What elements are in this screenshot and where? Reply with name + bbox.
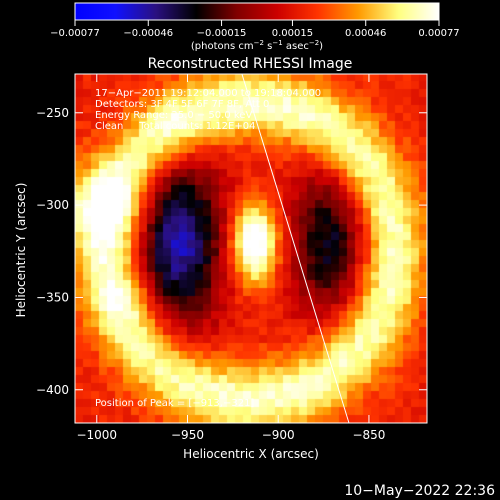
info-line-detectors: Detectors: 3F 4F 5F 6F 7F 8F, Att 0: [95, 99, 269, 110]
x-axis-label: Heliocentric X (arcsec): [183, 447, 319, 461]
x-tick-label: −1000: [76, 428, 117, 442]
x-tick-label: −850: [352, 428, 385, 442]
plot-frame: [74, 73, 428, 424]
info-line-energy: Energy Range: 25.0 − 50.0 keV: [95, 110, 252, 121]
colorbar-tick-label: 0.00077: [418, 28, 459, 39]
colorbar-ticks: −0.00077 −0.00046 −0.00015 0.00015 0.00046 0.…: [50, 20, 460, 39]
colorbar-tick-label: 0.00046: [345, 28, 386, 39]
axis-ticks: −1000 −950 −900 −850 −250 −300 −350 −400: [36, 74, 427, 442]
y-tick-label: −350: [36, 290, 69, 304]
colorbar-tick-label: −0.00015: [197, 28, 247, 39]
info-line-counts: Clean Total counts: 1.12E+04: [95, 121, 255, 132]
colorbar-tick-label: −0.00077: [50, 28, 100, 39]
colorbar-bar: [74, 2, 440, 21]
colorbar-tick-label: −0.00046: [123, 28, 173, 39]
y-tick-label: −300: [36, 198, 69, 212]
y-tick-label: −400: [36, 383, 69, 397]
colorbar: −0.00077 −0.00046 −0.00015 0.00015 0.00046 0.…: [50, 2, 460, 52]
peak-position-label: Position of Peak = [−913,−321]: [95, 398, 254, 409]
plot-area: −1000 −950 −900 −850 −250 −300 −350 −400: [36, 73, 428, 442]
x-tick-label: −900: [262, 428, 295, 442]
x-tick-label: −950: [171, 428, 204, 442]
y-tick-label: −250: [36, 106, 69, 120]
observation-info: 17−Apr−2011 19:12:04.000 to 19:18:04.000…: [95, 88, 321, 132]
heatmap-image: [75, 74, 427, 423]
y-axis-label: Heliocentric Y (arcsec): [14, 183, 28, 318]
footer-timestamp: 10−May−2022 22:36: [344, 483, 495, 499]
colorbar-tick-label: 0.00015: [272, 28, 313, 39]
solar-limb-line: [241, 74, 350, 423]
colorbar-unit-label: (photons cm−2 s−1 asec−2): [191, 39, 323, 52]
chart-title: Reconstructed RHESSI Image: [148, 56, 353, 72]
info-line-time: 17−Apr−2011 19:12:04.000 to 19:18:04.000: [95, 88, 321, 99]
